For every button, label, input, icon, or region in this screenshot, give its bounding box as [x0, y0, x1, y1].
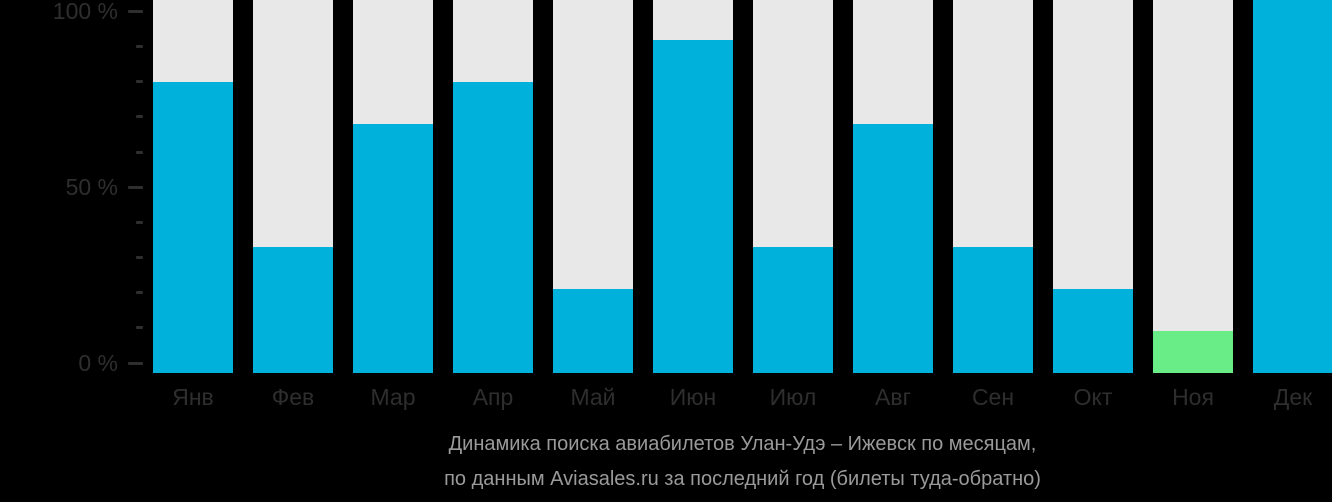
x-axis-label: Июл	[769, 384, 817, 410]
x-axis-label: Окт	[1073, 384, 1113, 410]
bar-fill	[1053, 289, 1133, 373]
bar-fill	[553, 289, 633, 373]
y-axis-tick-label: 50 %	[65, 174, 118, 201]
bar-fill	[653, 39, 733, 373]
bar-fill	[753, 246, 833, 373]
bar-track	[253, 0, 333, 373]
bar-track	[153, 0, 233, 373]
bar-fill	[153, 81, 233, 373]
bar-track	[353, 0, 433, 373]
x-axis-label: Май	[570, 384, 616, 410]
chart-caption-line2: по данным Aviasales.ru за последний год …	[444, 468, 1041, 490]
y-axis-tick-label: 100 %	[52, 0, 118, 25]
bar-track	[753, 0, 833, 373]
y-axis-tick	[136, 115, 143, 119]
bar-fill	[353, 123, 433, 373]
y-axis-tick	[136, 45, 143, 49]
y-axis-tick	[136, 326, 143, 330]
x-axis-label: Июн	[669, 384, 717, 410]
bar-track	[653, 0, 733, 373]
bar-track	[453, 0, 533, 373]
bar-fill	[953, 246, 1033, 373]
x-axis-label: Дек	[1273, 384, 1313, 410]
y-axis-tick	[136, 220, 143, 224]
bar-track	[553, 0, 633, 373]
y-axis-tick	[128, 361, 143, 365]
y-axis-tick	[128, 185, 143, 189]
chart-caption-line1: Динамика поиска авиабилетов Улан-Удэ – И…	[448, 433, 1037, 455]
bar-track	[1053, 0, 1133, 373]
bar-fill	[453, 81, 533, 373]
x-axis-label: Янв	[172, 384, 214, 410]
bar-fill	[853, 123, 933, 373]
y-axis-tick	[136, 80, 143, 84]
y-axis-tick	[136, 150, 143, 154]
x-axis-label: Авг	[875, 384, 911, 410]
y-axis-tick	[136, 291, 143, 295]
bar-track	[853, 0, 933, 373]
x-axis-label: Сен	[971, 384, 1015, 410]
bar-fill	[1153, 331, 1233, 373]
y-axis-tick-label: 0 %	[78, 350, 118, 376]
x-axis-label: Фев	[271, 384, 315, 410]
x-axis-label: Апр	[472, 384, 514, 410]
x-axis-label: Мар	[370, 384, 416, 410]
bar-track	[1253, 0, 1332, 373]
bar-track	[953, 0, 1033, 373]
x-axis-label: Ноя	[1172, 384, 1214, 410]
bar-fill	[253, 246, 333, 373]
y-axis-tick	[128, 9, 143, 13]
bar-fill	[1253, 0, 1332, 373]
y-axis-tick	[136, 256, 143, 260]
bar-track	[1153, 0, 1233, 373]
